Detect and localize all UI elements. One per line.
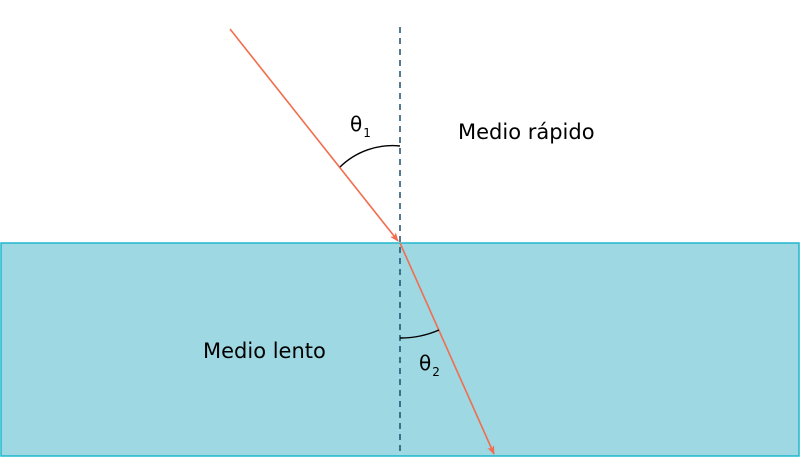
theta2-label: θ2: [419, 351, 440, 379]
slow-medium-label: Medio lento: [203, 339, 326, 363]
refracted-ray: [399, 242, 495, 455]
theta1-symbol: θ: [350, 112, 362, 136]
theta1-arc: [339, 144, 401, 168]
fast-medium-label: Medio rápido: [458, 120, 595, 144]
theta2-arc: [399, 329, 440, 339]
theta1-label: θ1: [350, 112, 371, 140]
incident-ray: [229, 28, 399, 242]
theta2-symbol: θ: [419, 351, 431, 375]
theta2-subscript: 2: [432, 365, 440, 379]
theta1-subscript: 1: [363, 126, 371, 140]
